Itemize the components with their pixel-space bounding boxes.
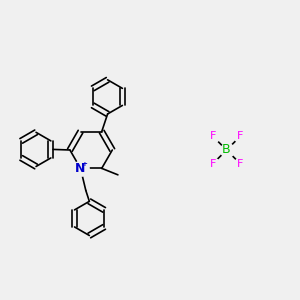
Text: F: F [237,131,243,142]
Text: B: B [222,143,231,157]
Text: +: + [82,161,88,167]
Text: F: F [237,158,243,169]
Text: N: N [75,162,86,175]
Text: F: F [210,131,216,142]
Text: F: F [210,158,216,169]
